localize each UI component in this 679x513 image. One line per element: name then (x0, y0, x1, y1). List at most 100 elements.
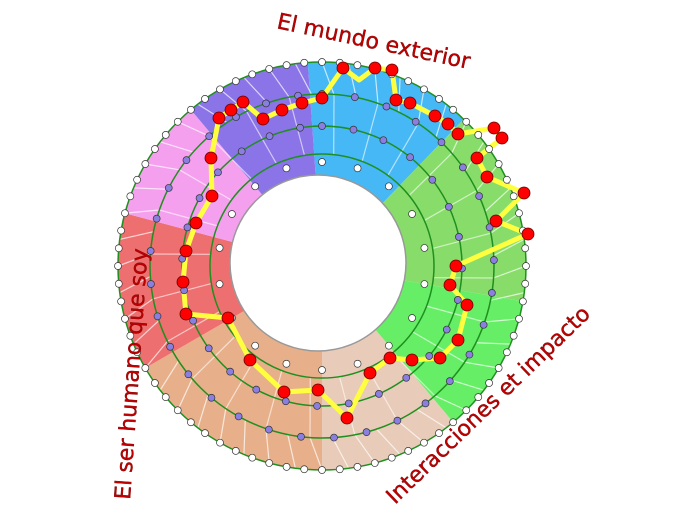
key-node (221, 311, 235, 325)
mesh-line (177, 378, 193, 411)
node (151, 145, 159, 153)
node (234, 412, 243, 421)
mesh-line (124, 298, 154, 320)
key-node (236, 95, 250, 109)
node (126, 331, 135, 340)
node (141, 160, 150, 168)
node (173, 117, 182, 126)
key-node (315, 91, 329, 105)
key-node (277, 385, 291, 399)
node (509, 192, 518, 201)
node (384, 182, 393, 191)
mesh-line (434, 395, 467, 411)
ring (209, 153, 435, 379)
mesh-line (219, 408, 227, 443)
mesh-line (331, 437, 350, 469)
mesh-line (268, 68, 290, 98)
node (318, 58, 326, 66)
node (296, 123, 304, 132)
node (370, 459, 379, 467)
key-node (368, 61, 382, 75)
mesh-line (144, 341, 168, 369)
node (445, 377, 454, 385)
node (475, 192, 483, 200)
nodes (114, 58, 530, 474)
node (420, 438, 428, 447)
mesh-line (354, 434, 376, 464)
node (248, 70, 257, 79)
node (201, 95, 209, 103)
key-node (433, 351, 447, 365)
mesh-line (159, 141, 194, 153)
key-node (189, 216, 203, 230)
mesh-line (119, 275, 151, 294)
node (455, 233, 463, 241)
mesh-line (119, 231, 154, 240)
node (248, 453, 257, 462)
node (382, 102, 391, 111)
node (462, 117, 471, 126)
node (265, 65, 274, 73)
node (265, 459, 274, 467)
mesh-line (133, 320, 160, 345)
node (428, 175, 437, 184)
node (350, 93, 359, 102)
node (297, 432, 305, 441)
node (282, 61, 291, 69)
key-node (451, 127, 465, 141)
mesh-line (493, 265, 527, 279)
node (445, 202, 453, 211)
node (264, 425, 273, 434)
node (300, 465, 309, 474)
mesh-line (416, 408, 447, 429)
key-node (340, 411, 354, 425)
node (182, 156, 191, 164)
node (435, 429, 443, 437)
mesh-line (243, 419, 246, 455)
key-node (176, 275, 190, 289)
node (408, 210, 416, 218)
mesh-line (484, 187, 511, 212)
mesh-line (265, 428, 270, 464)
node (393, 416, 402, 425)
node (437, 138, 446, 147)
node (231, 447, 240, 455)
node (353, 61, 362, 69)
node (184, 370, 193, 379)
node (141, 364, 150, 372)
node (252, 385, 261, 394)
node (375, 390, 383, 398)
key-node (428, 109, 442, 123)
mesh-line (484, 318, 520, 323)
node (353, 359, 362, 368)
node (195, 194, 204, 202)
node (146, 247, 155, 255)
node (420, 85, 428, 94)
key-node (521, 227, 535, 241)
node (237, 147, 246, 156)
node (521, 244, 530, 253)
node (164, 184, 173, 192)
mesh-line (450, 379, 485, 391)
key-node (403, 96, 417, 110)
key-node (460, 298, 474, 312)
node (503, 348, 511, 357)
node (521, 279, 530, 288)
key-node (256, 112, 270, 126)
node (114, 244, 123, 253)
node (318, 158, 326, 166)
node (133, 348, 141, 357)
node (151, 379, 159, 387)
node (411, 117, 420, 126)
node (153, 312, 162, 321)
node (282, 359, 291, 368)
key-node (295, 96, 309, 110)
node (379, 136, 388, 145)
mesh-line (159, 209, 218, 227)
mesh-line (294, 63, 313, 95)
node (318, 466, 326, 474)
node (425, 352, 434, 360)
node (161, 393, 170, 401)
node (515, 314, 523, 323)
node (442, 325, 451, 334)
